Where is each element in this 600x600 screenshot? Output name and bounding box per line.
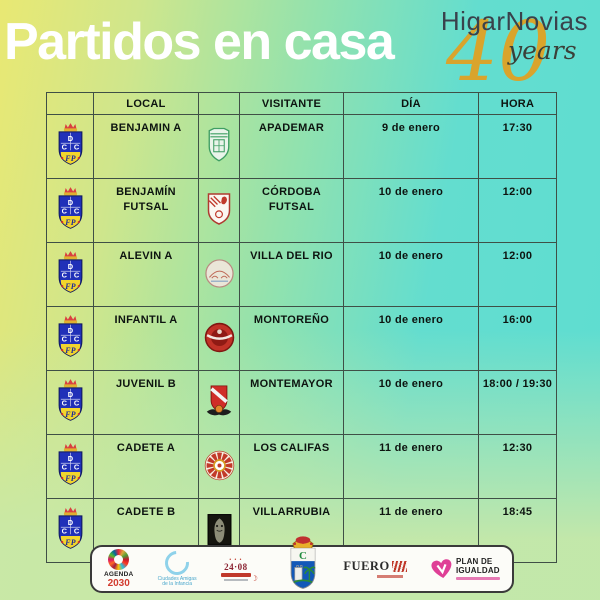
- header-hora: HORA: [478, 92, 557, 115]
- visitor-team: MONTEMAYOR: [239, 370, 344, 435]
- match-time: 18:45: [478, 498, 557, 563]
- table-row: INFANTIL A MONTOREÑO 10 de enero 16:00: [46, 306, 557, 371]
- match-schedule-table: LOCAL VISITANTE DÍA HORA BENJAMIN A APAD…: [46, 92, 557, 563]
- los-califas-crest-icon: [204, 450, 235, 481]
- match-day: 9 de enero: [343, 114, 479, 179]
- cordoba-futsal-crest-icon: [204, 191, 234, 227]
- brand-name: HigarNovias: [440, 6, 588, 36]
- match-time: 17:30: [478, 114, 557, 179]
- table-row: CADETE A LOS CALIFAS 11 de enero 12:30: [46, 434, 557, 499]
- higarnovias-logo: 40 HigarNovias years: [428, 4, 594, 96]
- aniversario-logo: • • • 24·08 ☽: [220, 557, 258, 582]
- visitor-team: MONTOREÑO: [239, 306, 344, 371]
- local-team: INFANTIL A: [93, 306, 199, 371]
- table-row: ALEVIN A VILLA DEL RIO 10 de enero 12:00: [46, 242, 557, 307]
- header-visitante: VISITANTE: [239, 92, 344, 115]
- club-crest-icon: [53, 313, 88, 361]
- header-local: LOCAL: [93, 92, 199, 115]
- local-team: JUVENIL B: [93, 370, 199, 435]
- anniversary-number: 40: [446, 5, 551, 100]
- anniversary-word: years: [508, 36, 577, 65]
- unicef-arc-icon: [160, 546, 195, 580]
- local-team: BENJAMIN A: [93, 114, 199, 179]
- montemayor-crest-icon: [204, 383, 234, 419]
- visitor-team: LOS CALIFAS: [239, 434, 344, 499]
- match-day: 10 de enero: [343, 370, 479, 435]
- header-dia: DÍA: [343, 92, 479, 115]
- local-team: ALEVIN A: [93, 242, 199, 307]
- fuero-logo: FUERO: [343, 560, 407, 578]
- crescent-icon: ☽: [250, 573, 258, 583]
- match-time: 12:00: [478, 178, 557, 243]
- ciudades-amigas-logo: Ciudades Amigas de la Infancia: [158, 546, 197, 587]
- match-day: 10 de enero: [343, 306, 479, 371]
- match-time: 12:00: [478, 242, 557, 307]
- villarrubia-crest-icon: [207, 513, 232, 546]
- villa-del-rio-crest-icon: [204, 258, 235, 289]
- club-crest-icon: [53, 505, 88, 553]
- fuero-red-mark: [391, 561, 407, 572]
- club-crest-icon: [53, 377, 88, 425]
- table-header-row: LOCAL VISITANTE DÍA HORA: [46, 92, 557, 115]
- match-time: 16:00: [478, 306, 557, 371]
- club-crest-icon: [53, 249, 88, 297]
- sdg-wheel-icon: [108, 549, 130, 571]
- table-row: BENJAMIN A APADEMAR 9 de enero 17:30: [46, 114, 557, 179]
- header-local-logo: [46, 92, 94, 115]
- club-crest-icon: [53, 121, 88, 169]
- table-row: BENJAMÍN FUTSAL CÓRDOBA FUTSAL 10 de ene…: [46, 178, 557, 243]
- heart-icon: [431, 559, 452, 579]
- local-team: CADETE A: [93, 434, 199, 499]
- header-visitor-logo: [198, 92, 240, 115]
- page-title: Partidos en casa: [4, 13, 395, 71]
- match-day: 10 de enero: [343, 242, 479, 307]
- town-coat-of-arms-icon: [282, 531, 324, 593]
- local-team: BENJAMÍN FUTSAL: [93, 178, 199, 243]
- apademar-crest-icon: [204, 127, 234, 163]
- match-time: 12:30: [478, 434, 557, 499]
- plan-igualdad-logo: PLAN DE IGUALDAD: [431, 557, 500, 580]
- table-row: JUVENIL B MONTEMAYOR 10 de enero 18:00 /…: [46, 370, 557, 435]
- montoreno-crest-icon: [204, 322, 235, 353]
- club-crest-icon: [53, 185, 88, 233]
- match-day: 11 de enero: [343, 434, 479, 499]
- agenda-2030-logo: AGENDA 2030: [104, 549, 133, 589]
- visitor-team: CÓRDOBA FUTSAL: [239, 178, 344, 243]
- visitor-team: VILLA DEL RIO: [239, 242, 344, 307]
- visitor-team: APADEMAR: [239, 114, 344, 179]
- club-crest-icon: [53, 441, 88, 489]
- match-day: 10 de enero: [343, 178, 479, 243]
- match-time: 18:00 / 19:30: [478, 370, 557, 435]
